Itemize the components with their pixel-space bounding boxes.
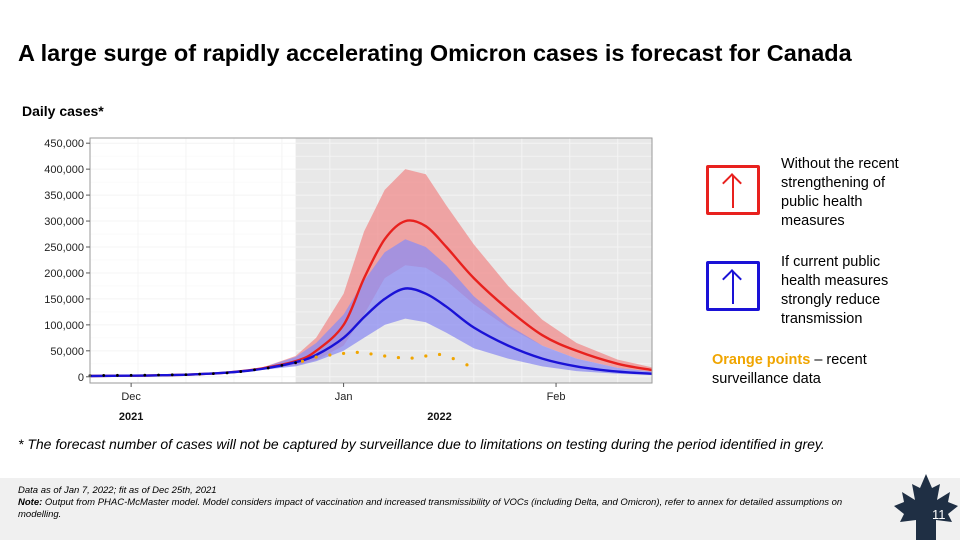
observed-point [102, 374, 106, 377]
footer-bar [0, 478, 960, 540]
x-tick-label: Feb [547, 391, 566, 403]
y-tick-label: 350,000 [44, 190, 84, 202]
footnote: * The forecast number of cases will not … [18, 436, 825, 452]
forecast-chart: 0 50,000 100,000 150,000 200,000 250,000 300,0… [44, 137, 653, 423]
y-tick-label: 50,000 [50, 346, 84, 358]
y-tick-label: 150,000 [44, 294, 84, 306]
y-tick-label: 300,000 [44, 216, 84, 228]
arrow-up-icon [732, 271, 734, 304]
surveillance-point [410, 356, 414, 360]
surveillance-point [369, 352, 373, 356]
legend-orange: Orange points – recent surveillance data [712, 351, 902, 389]
observed-point [225, 371, 229, 375]
observed-point [198, 372, 202, 376]
footer-notes: Data as of Jan 7, 2022; fit as of Dec 25… [18, 485, 878, 521]
maple-leaf-icon [894, 474, 958, 540]
observed-point [211, 372, 215, 376]
x-tick-label: Dec [121, 391, 141, 403]
observed-point [294, 361, 298, 365]
surveillance-point [341, 351, 346, 356]
surveillance-point [451, 357, 455, 361]
footer-note-text: Output from PHAC-McMaster model. Model c… [18, 497, 843, 520]
y-tick-label: 450,000 [44, 138, 84, 150]
page-number: 11 [932, 507, 946, 522]
plot-frame [89, 137, 653, 384]
observed-point [266, 366, 270, 370]
observed-point [280, 363, 284, 367]
surveillance-point [314, 355, 318, 359]
surveillance-point [465, 363, 469, 367]
x-tick-label: Jan [335, 391, 353, 403]
observed-point [116, 373, 119, 377]
x-year-label: 2021 [119, 411, 143, 423]
surveillance-point [396, 355, 401, 360]
legend-blue-label: If current public health measures strong… [781, 254, 889, 327]
y-tick-label: 200,000 [44, 268, 84, 280]
red-scenario-swatch [706, 165, 760, 215]
observed-point [239, 370, 243, 373]
surveillance-point [437, 352, 442, 357]
y-tick-label: 0 [78, 372, 84, 384]
blue-scenario-line [89, 287, 653, 378]
legend-orange-text: – recent surveillance data [712, 352, 867, 387]
y-tick-label: 250,000 [44, 242, 84, 254]
observed-point [170, 373, 174, 377]
surveillance-point [300, 359, 305, 363]
footer-data-date: Data as of Jan 7, 2022; fit as of Dec 25… [18, 485, 217, 496]
arrow-up-icon [732, 175, 734, 208]
observed-point [253, 368, 256, 372]
observed-point [184, 373, 188, 376]
blue-uncertainty-band [90, 239, 652, 376]
surveillance-point [355, 350, 359, 354]
observed-point [157, 373, 160, 377]
y-axis-label: Daily cases* [22, 103, 104, 119]
legend-red-label: Without the recent strengthening of publ… [781, 156, 899, 229]
footer-note-label: Note: [18, 497, 43, 508]
page-title: A large surge of rapidly accelerating Om… [18, 40, 852, 66]
observed-point [143, 373, 147, 377]
surveillance-point [424, 354, 428, 358]
legend-orange-label: Orange points [712, 352, 811, 368]
blue-scenario-swatch [706, 261, 760, 311]
surveillance-point [383, 354, 387, 358]
observed-point [129, 373, 133, 377]
surveillance-point [328, 353, 332, 357]
y-tick-label: 100,000 [44, 320, 84, 332]
x-year-label: 2022 [427, 411, 451, 423]
y-tick-label: 400,000 [44, 164, 84, 176]
